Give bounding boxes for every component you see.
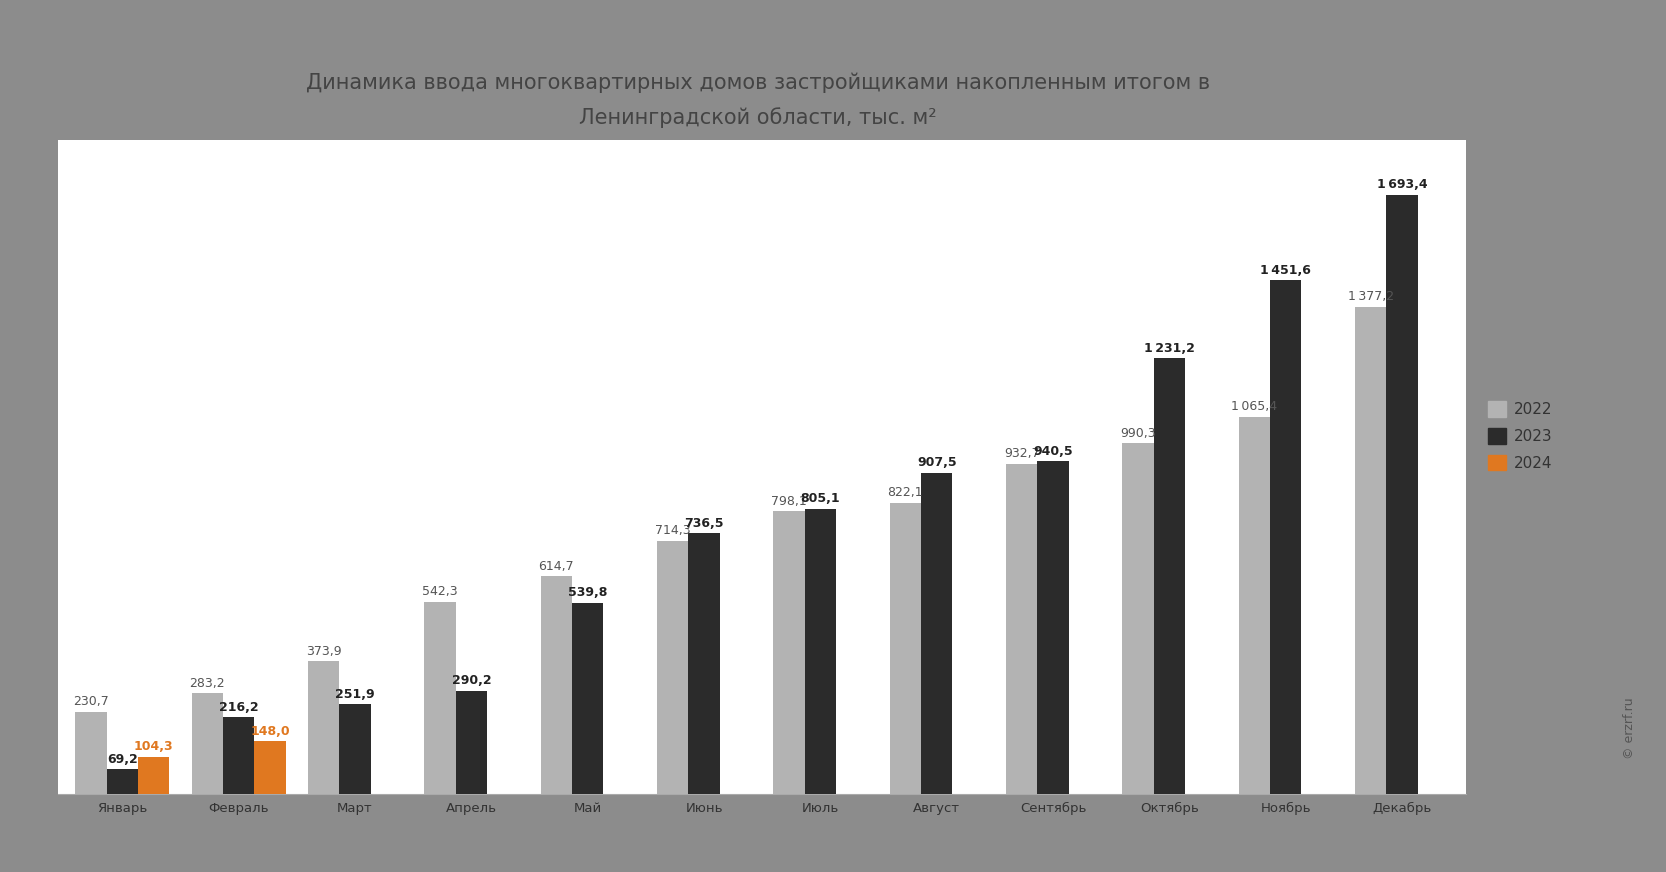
Text: 798,1: 798,1	[771, 494, 806, 508]
Text: © erzrf.ru: © erzrf.ru	[1623, 697, 1636, 759]
Bar	[773, 511, 805, 794]
Text: 736,5: 736,5	[685, 516, 723, 529]
Bar	[1238, 417, 1269, 794]
Text: 148,0: 148,0	[250, 725, 290, 738]
Text: 373,9: 373,9	[307, 644, 342, 657]
Text: 230,7: 230,7	[73, 696, 108, 708]
Bar	[138, 757, 170, 794]
Text: 283,2: 283,2	[190, 677, 225, 690]
Bar	[540, 576, 571, 794]
Bar	[571, 603, 603, 794]
Text: 990,3: 990,3	[1120, 427, 1156, 439]
Text: 940,5: 940,5	[1033, 445, 1073, 458]
Bar	[890, 503, 921, 794]
Text: 251,9: 251,9	[335, 688, 375, 701]
Bar	[255, 741, 287, 794]
Bar	[1006, 464, 1038, 794]
Bar	[1153, 358, 1185, 794]
Bar	[1038, 461, 1070, 794]
Bar	[340, 705, 372, 794]
Text: 932,7: 932,7	[1005, 447, 1040, 460]
Text: 1 231,2: 1 231,2	[1145, 342, 1195, 355]
Bar	[107, 769, 138, 794]
Bar	[1269, 281, 1301, 794]
Bar	[223, 717, 255, 794]
Bar	[308, 661, 340, 794]
Text: 290,2: 290,2	[451, 674, 491, 687]
Text: 907,5: 907,5	[916, 456, 956, 469]
Text: Ленинградской области, тыс. м²: Ленинградской области, тыс. м²	[580, 107, 936, 128]
Text: 539,8: 539,8	[568, 586, 608, 599]
Bar	[688, 533, 720, 794]
Bar	[656, 541, 688, 794]
Bar	[75, 712, 107, 794]
Text: 1 693,4: 1 693,4	[1376, 179, 1428, 191]
Text: 69,2: 69,2	[107, 753, 138, 766]
Text: 1 377,2: 1 377,2	[1348, 290, 1394, 303]
Text: 1 065,4: 1 065,4	[1231, 400, 1278, 413]
Bar	[1123, 444, 1153, 794]
Bar	[425, 602, 455, 794]
Bar	[455, 691, 486, 794]
Text: 714,3: 714,3	[655, 524, 690, 537]
Legend: 2022, 2023, 2024: 2022, 2023, 2024	[1483, 395, 1559, 477]
Bar	[1386, 194, 1418, 794]
Text: 1 451,6: 1 451,6	[1259, 264, 1311, 276]
Bar	[805, 509, 836, 794]
Text: 614,7: 614,7	[538, 560, 575, 573]
Text: 216,2: 216,2	[218, 700, 258, 713]
Bar	[1354, 307, 1386, 794]
Bar	[921, 473, 953, 794]
Text: Динамика ввода многоквартирных домов застройщиками накопленным итогом в: Динамика ввода многоквартирных домов зас…	[307, 72, 1210, 93]
Bar	[192, 693, 223, 794]
Text: 542,3: 542,3	[421, 585, 458, 598]
Text: 805,1: 805,1	[801, 493, 840, 506]
Text: 104,3: 104,3	[133, 740, 173, 753]
Text: 822,1: 822,1	[888, 487, 923, 500]
